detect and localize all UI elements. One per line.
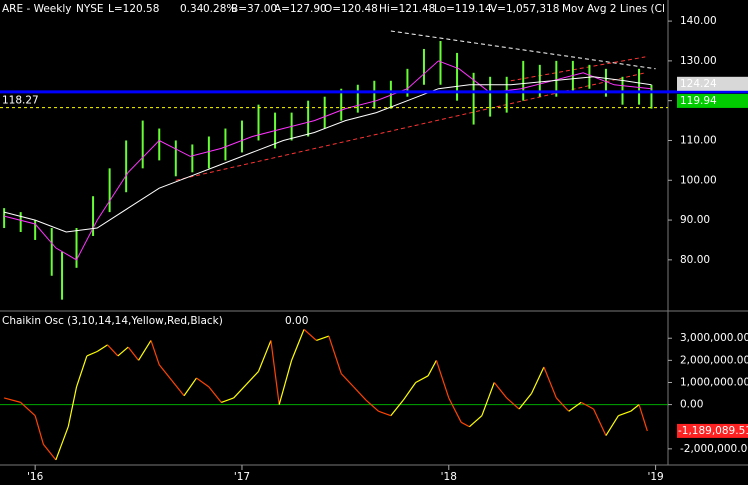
oscillator-segment xyxy=(568,401,582,412)
oscillator-segment xyxy=(127,346,140,361)
oscillator-segment xyxy=(171,379,185,397)
moving-average xyxy=(3,76,652,233)
header-item: Mov Avg 2 Lines (Cl xyxy=(562,3,665,15)
oscillator-segment xyxy=(506,397,520,410)
header-item: NYSE xyxy=(76,3,104,15)
header-item: 0.28% xyxy=(203,3,236,15)
y-tick-label: 90.00 xyxy=(680,214,710,226)
oscillator-segment xyxy=(150,340,160,365)
price-box xyxy=(677,93,748,108)
header-item: ARE - Weekly xyxy=(2,3,71,15)
oscillator-segment xyxy=(291,329,305,361)
oscillator-segment xyxy=(34,415,45,445)
oscillator-segment xyxy=(86,350,98,357)
oscillator-segment xyxy=(270,340,280,405)
oscillator-segment xyxy=(221,397,234,403)
oscillator-segment xyxy=(605,415,619,436)
y-tick-label: 80.00 xyxy=(680,254,710,266)
oscillator-segment xyxy=(55,426,69,461)
oscillator-segment xyxy=(245,371,259,386)
x-tick-label: '16 xyxy=(27,471,44,483)
trendline xyxy=(390,30,656,70)
price-box-label: 119.94 xyxy=(680,95,717,107)
y-tick-label: 2,000,000.00 xyxy=(680,354,748,366)
indicator-title: Chaikin Osc (3,10,14,14,Yellow,Red,Black… xyxy=(2,315,223,327)
oscillator-segment xyxy=(278,360,293,405)
oscillator-segment xyxy=(638,404,648,432)
oscillator-segment xyxy=(518,393,532,410)
oscillator-segment xyxy=(469,415,483,428)
oscillator-segment xyxy=(593,408,607,436)
price-box-label: 124.24 xyxy=(680,78,717,90)
y-tick-label: 110.00 xyxy=(680,134,717,146)
header-item: L=120.58 xyxy=(108,3,159,15)
oscillator-segment xyxy=(96,344,108,353)
oscillator-segment xyxy=(353,386,367,401)
y-tick-label: 0.00 xyxy=(680,399,703,411)
oscillator-segment xyxy=(183,377,197,397)
oscillator-segment xyxy=(402,382,417,401)
trendline xyxy=(510,56,646,82)
oscillator-segment xyxy=(435,360,450,399)
oscillator-segment xyxy=(481,382,495,416)
header-item: Hi=121.48 xyxy=(379,3,435,15)
header-item: O=120.48 xyxy=(324,3,378,15)
oscillator-segment xyxy=(20,401,36,417)
oscillator-segment xyxy=(107,344,119,357)
oscillator-segment xyxy=(303,328,317,341)
y-tick-label: 130.00 xyxy=(680,55,717,67)
moving-average xyxy=(3,60,652,261)
oscillator-segment xyxy=(117,346,129,357)
oscillator-segment xyxy=(158,364,173,381)
oscillator-segment xyxy=(67,386,78,427)
oscillator-segment xyxy=(580,401,594,410)
last-value-label: -1,189,089.51 xyxy=(678,425,748,437)
oscillator-segment xyxy=(75,355,88,388)
oscillator-segment xyxy=(378,410,392,417)
last-value-box xyxy=(677,423,748,438)
oscillator-segment xyxy=(365,399,379,412)
oscillator-segment xyxy=(340,373,355,388)
oscillator-segment xyxy=(618,410,631,417)
y-tick-label: 140.00 xyxy=(680,15,717,27)
reference-label: 118.27 xyxy=(2,95,39,107)
y-tick-label: 1,000,000.00 xyxy=(680,376,748,388)
oscillator-segment xyxy=(257,340,272,372)
oscillator-segment xyxy=(208,386,222,403)
header-item: V=1,057,318 xyxy=(490,3,559,15)
y-tick-label: -2,000,000.00 xyxy=(680,443,748,455)
oscillator-segment xyxy=(3,397,21,403)
oscillator-segment xyxy=(328,335,342,374)
price-box xyxy=(677,76,748,91)
x-tick-label: '18 xyxy=(441,471,457,483)
oscillator-segment xyxy=(530,366,545,394)
header-item: 0.34 xyxy=(180,3,204,15)
header-item: A=127.90 xyxy=(274,3,327,15)
readout: 0.00 xyxy=(285,315,308,327)
oscillator-segment xyxy=(427,360,437,377)
oscillator-segment xyxy=(448,397,462,423)
oscillator-segment xyxy=(493,382,508,399)
y-tick-label: 3,000,000.00 xyxy=(680,332,748,344)
y-tick-label: 100.00 xyxy=(680,174,717,186)
header-item: Lo=119.14 xyxy=(434,3,492,15)
oscillator-segment xyxy=(415,375,429,384)
oscillator-segment xyxy=(233,384,247,399)
oscillator-segment xyxy=(630,404,640,412)
oscillator-segment xyxy=(316,335,330,342)
oscillator-segment xyxy=(460,421,470,428)
oscillator-segment xyxy=(138,340,152,361)
x-tick-label: '19 xyxy=(647,471,663,483)
header-item: B=37.00 xyxy=(231,3,277,15)
oscillator-segment xyxy=(390,399,404,417)
x-tick-label: '17 xyxy=(234,471,250,483)
oscillator-segment xyxy=(543,366,557,399)
oscillator-segment xyxy=(555,397,570,412)
oscillator-segment xyxy=(42,444,57,461)
oscillator-segment xyxy=(196,377,210,388)
